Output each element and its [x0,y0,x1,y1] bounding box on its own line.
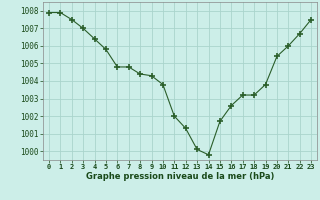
X-axis label: Graphe pression niveau de la mer (hPa): Graphe pression niveau de la mer (hPa) [86,172,274,181]
